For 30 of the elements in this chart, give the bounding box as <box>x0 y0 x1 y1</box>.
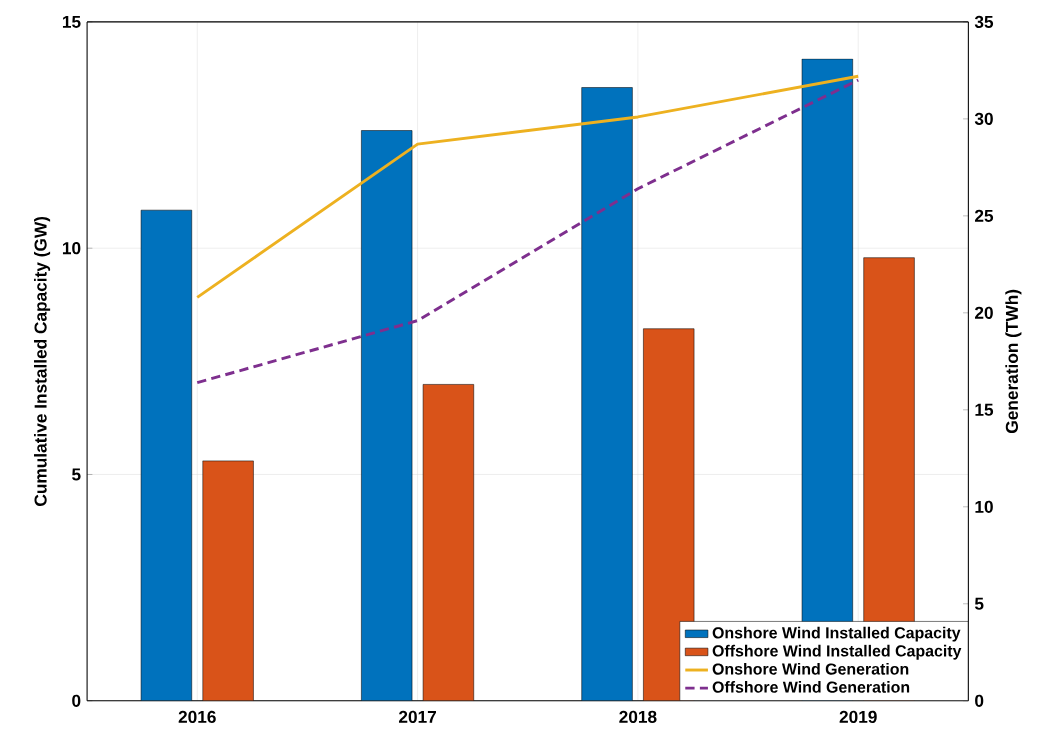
y2-tick-label: 0 <box>975 694 984 708</box>
x-tick-label: 2016 <box>178 710 216 724</box>
y-tick-label: 0 <box>72 694 81 708</box>
x-tick-label: 2019 <box>839 710 877 724</box>
x-tick-label: 2017 <box>398 710 436 724</box>
line-series <box>195 78 860 385</box>
y-tick-label: 10 <box>62 242 81 255</box>
bar <box>361 130 413 701</box>
y2-tick-label: 30 <box>974 112 993 126</box>
y-tick-label: 5 <box>72 468 81 481</box>
legend-label: Onshore Wind Generation <box>712 663 909 675</box>
y2-tick-label: 35 <box>974 15 994 29</box>
legend-label: Onshore Wind Installed Capacity <box>712 626 961 642</box>
bar <box>581 87 633 701</box>
legend-label: Offshore Wind Installed Capacity <box>712 645 962 660</box>
y2-tick-label: 15 <box>975 404 994 417</box>
y2-tick-label: 20 <box>974 306 993 320</box>
y2-tick-label: 5 <box>974 597 984 610</box>
y2-tick-label: 10 <box>975 500 993 514</box>
y-axis-title: Cumulative Installed Capacity (GW) <box>34 217 51 507</box>
y2-tick-label: 25 <box>974 209 994 223</box>
y-tick-label: 15 <box>62 16 81 29</box>
bar <box>643 328 695 701</box>
bar <box>140 210 193 701</box>
y2-axis-title: Generation (TWh) <box>1005 290 1022 434</box>
legend-label: Offshore Wind Generation <box>712 681 910 693</box>
bar <box>202 460 254 701</box>
bar <box>422 384 475 701</box>
x-tick-label: 2018 <box>619 710 657 724</box>
line-series <box>195 74 860 299</box>
